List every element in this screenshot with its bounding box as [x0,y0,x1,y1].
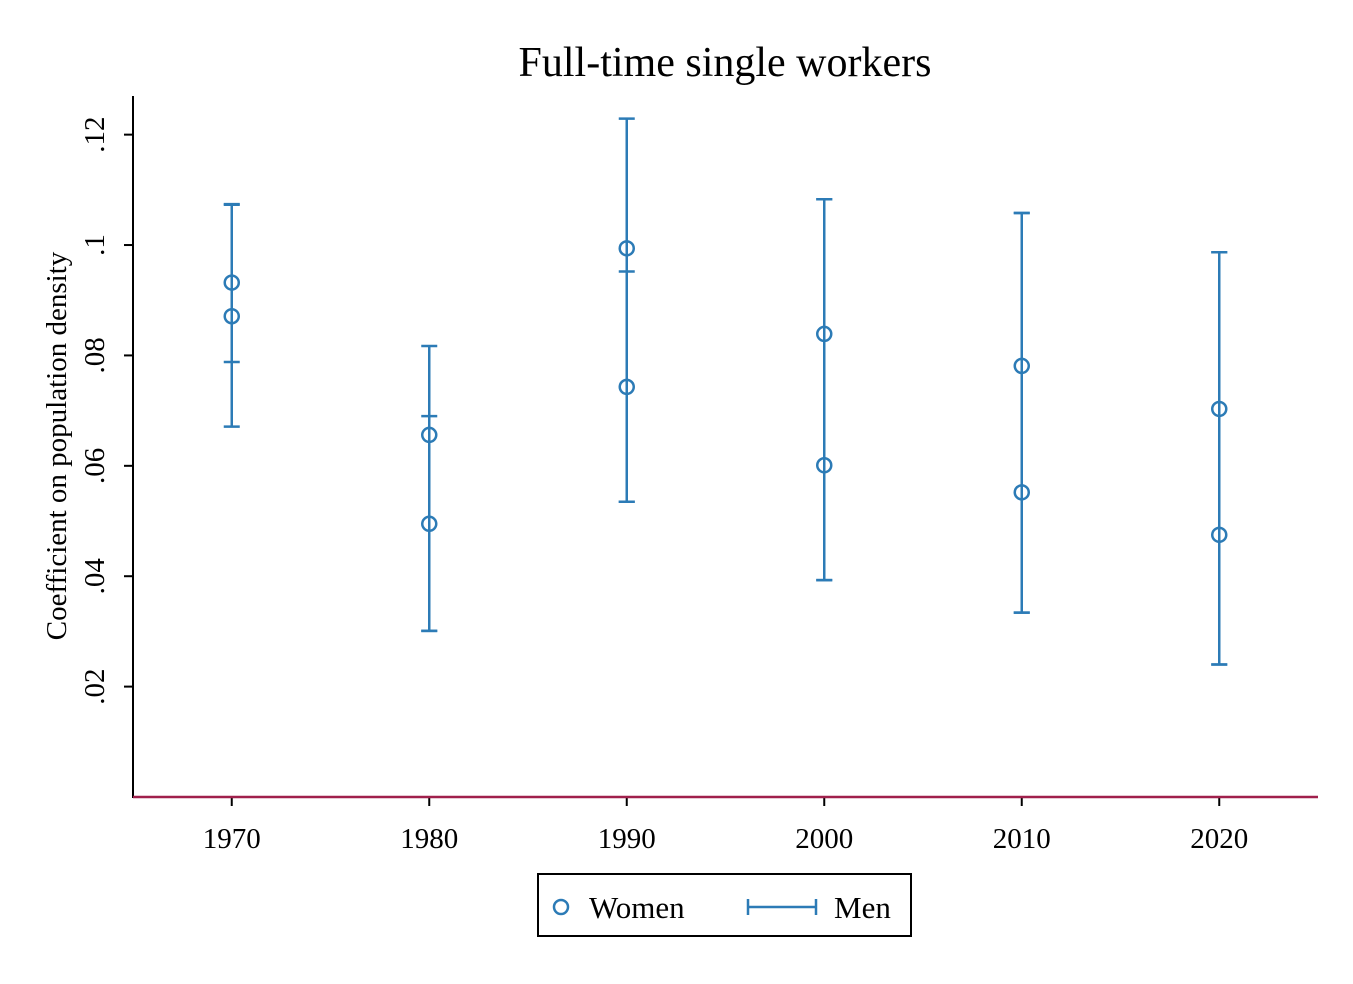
y-axis-label: Coefficient on population density [41,251,73,640]
x-tick-label: 1980 [400,823,458,855]
y-tick-label: .04 [79,558,111,595]
data-marks [223,117,1228,666]
women-point [618,378,635,396]
legend-women-label: Women [589,890,685,925]
x-tick-label: 2020 [1190,823,1248,855]
chart-title: Full-time single workers [519,40,932,86]
y-tick-label: .1 [79,234,111,256]
x-tick-label: 2010 [993,823,1051,855]
legend-women-circle-icon [552,898,570,916]
y-tick-label: .06 [79,448,111,484]
legend-box [537,873,912,937]
x-tick-label: 1970 [203,823,261,855]
x-ticks: 1970 1980 1990 2000 2010 2020 [203,797,1248,855]
y-tick-label: .02 [79,668,111,704]
men-point [618,240,635,257]
men-point [223,274,240,291]
y-tick-label: .08 [79,337,111,373]
women-point [421,515,438,533]
legend-men-range-icon [746,899,818,915]
men-point [421,426,438,444]
legend-men-label: Men [834,890,891,925]
x-tick-label: 2000 [795,823,853,855]
men-point [1013,484,1030,501]
women-point [223,307,240,325]
men-point [816,457,833,474]
plot-area: .02 .04 .06 .08 .1 .12 1970 1980 1990 2000 2010 20… [79,96,1318,855]
women-point [1013,357,1030,375]
legend: Women Men [537,873,912,937]
y-ticks: .02 .04 .06 .08 .1 .12 [79,117,133,705]
x-tick-label: 1990 [598,823,656,855]
y-tick-label: .12 [79,117,111,153]
men-point [1211,526,1228,544]
women-point [1211,400,1228,418]
women-point [816,325,833,343]
